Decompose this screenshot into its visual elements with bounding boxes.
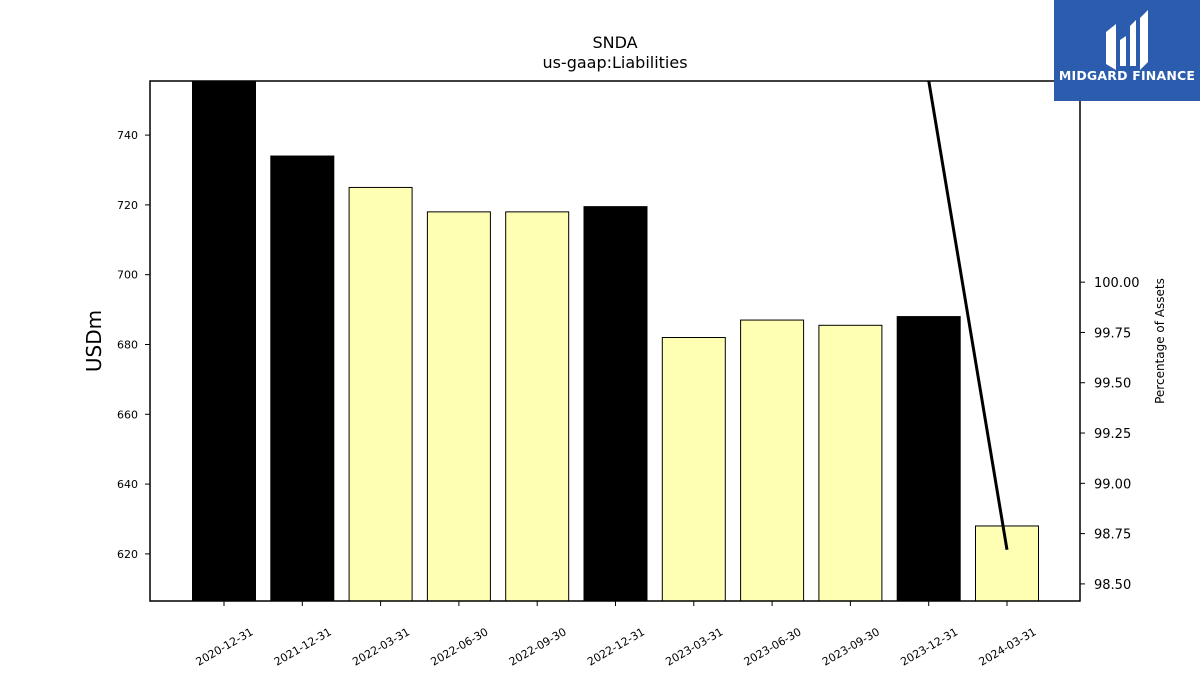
y-tick-label: 680 [117,338,138,351]
bar [426,211,491,601]
x-axis: 2020-12-31 2021-12-31 2022-03-31 2022-06-30… [194,601,1039,669]
y2-tick-label: 99.25 [1094,427,1131,442]
bar [270,155,335,601]
bar [975,525,1039,601]
bar [896,316,961,601]
x-tick-label: 2022-06-30 [429,625,491,668]
bar [583,206,648,601]
chart-subtitle: us-gaap:Liabilities [542,53,688,72]
y2-tick-label: 99.00 [1094,477,1131,492]
line-layer [927,81,1009,550]
x-tick-label: 2024-03-31 [977,625,1039,668]
y-tick-label: 660 [117,408,138,421]
y2-tick-label: 99.75 [1094,326,1131,341]
bar [348,186,413,601]
bars-layer [192,81,1039,601]
y2-tick-label: 99.50 [1094,377,1131,392]
bar [192,81,256,601]
y2-tick-label: 100.00 [1094,276,1140,291]
y-tick-label: 640 [117,478,138,491]
bar [661,337,726,601]
y-tick-label: 720 [117,199,138,212]
x-tick-label: 2022-03-31 [350,625,412,668]
y2-axis-label: Percentage of Assets [1153,278,1167,404]
x-tick-label: 2023-06-30 [742,625,804,668]
y-axis-label: USDm [82,310,106,372]
bar [505,211,570,601]
logo-mark-icon [1106,10,1148,70]
x-tick-label: 2020-12-31 [194,625,256,668]
y-tick-label: 620 [117,548,138,561]
x-tick-label: 2023-12-31 [898,625,960,668]
x-tick-label: 2023-03-31 [663,625,725,668]
y-tick-label: 700 [117,269,138,282]
y-axis-left: 620 640 660 680 700 720 740 [117,129,150,561]
bar [740,319,805,601]
y2-tick-label: 98.75 [1094,528,1131,543]
midgard-finance-logo: MIDGARD FINANCE [1054,0,1200,101]
x-tick-label: 2021-12-31 [272,625,334,668]
y-axis-right: 98.50 98.75 99.00 99.25 99.50 99.75 100.00 [1080,276,1140,593]
x-tick-label: 2022-09-30 [507,625,569,668]
x-tick-label: 2023-09-30 [820,625,882,668]
x-tick-label: 2022-12-31 [585,625,647,668]
y-tick-label: 740 [117,129,138,142]
series-line [927,81,1009,550]
bar [818,324,883,601]
y2-tick-label: 98.50 [1094,578,1131,593]
chart-title: SNDA [592,33,638,52]
logo-text: MIDGARD FINANCE [1058,68,1196,83]
